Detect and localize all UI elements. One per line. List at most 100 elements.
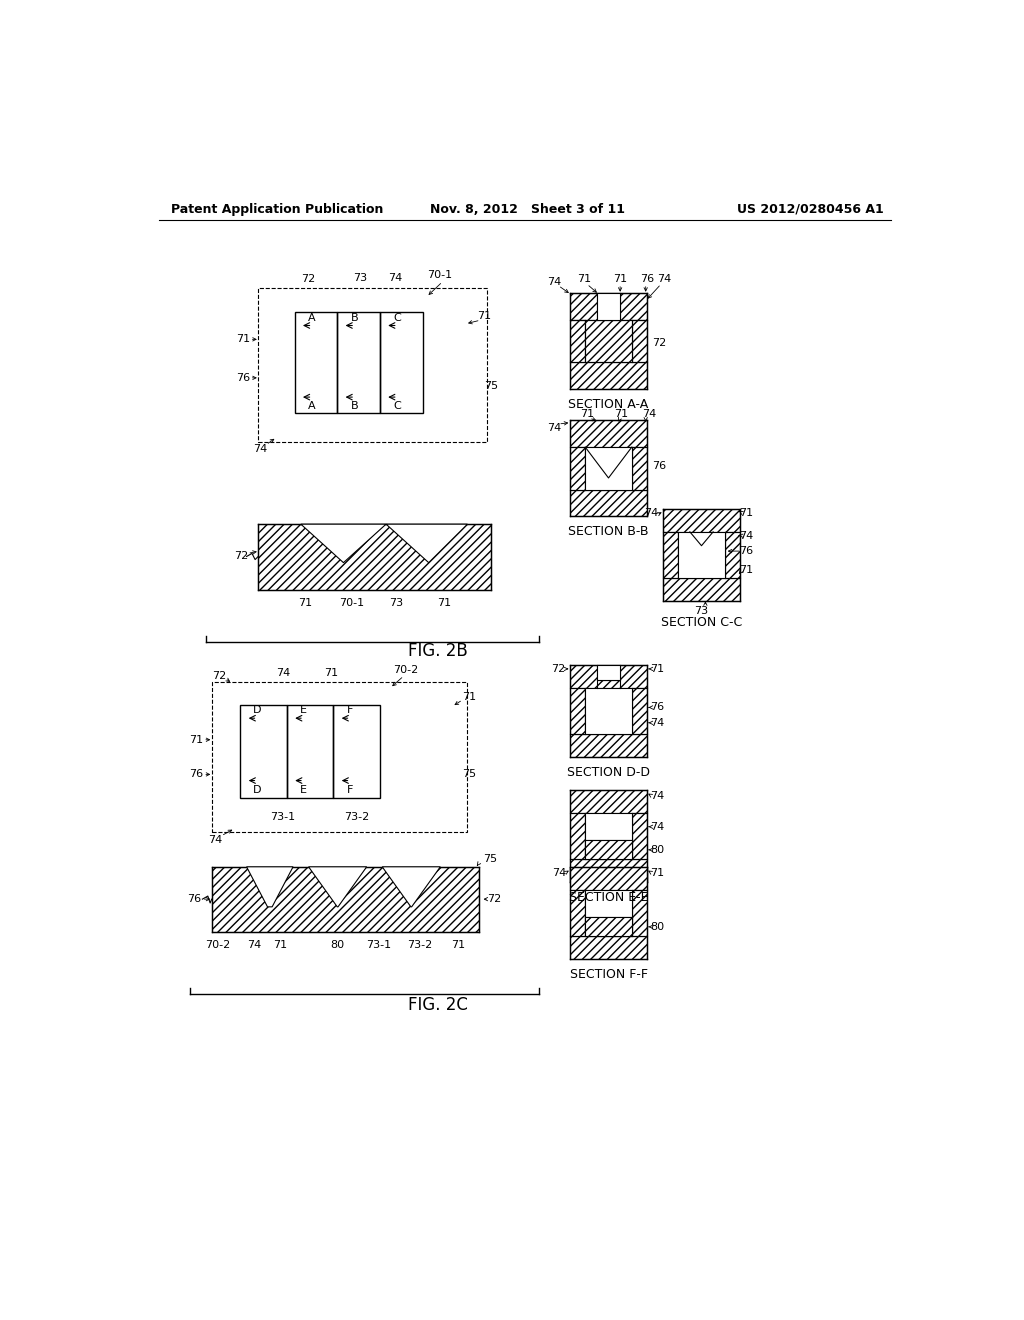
Bar [569,447,586,490]
Bar [334,705,380,797]
Text: 73: 73 [694,606,709,616]
Text: SECTION A-A: SECTION A-A [568,399,648,412]
Text: US 2012/0280456 A1: US 2012/0280456 A1 [737,203,884,215]
Text: 74: 74 [657,275,672,284]
Text: A: A [308,401,315,412]
Text: 71: 71 [739,565,754,576]
Text: 73-2: 73-2 [344,812,370,822]
Text: 73: 73 [389,598,403,607]
Text: 73-1: 73-1 [270,812,296,822]
Text: F: F [346,705,353,715]
Text: D: D [252,785,261,795]
Bar [569,890,586,936]
Text: 71: 71 [613,409,628,418]
Text: 76: 76 [236,372,250,383]
Text: 75: 75 [483,380,498,391]
Bar [337,313,380,412]
Text: F: F [346,785,353,795]
Text: 70-1: 70-1 [339,598,364,607]
Text: 71: 71 [437,598,452,607]
Polygon shape [301,524,386,562]
Bar [586,917,632,936]
Text: 70-2: 70-2 [393,665,418,676]
Text: SECTION D-D: SECTION D-D [567,767,650,779]
Bar [212,682,467,832]
Text: 73-2: 73-2 [407,940,432,950]
Polygon shape [382,867,440,907]
Text: 73-1: 73-1 [366,940,391,950]
Text: 74: 74 [642,409,656,418]
Text: 71: 71 [580,409,594,418]
Text: 74: 74 [650,718,665,727]
Text: E: E [300,705,306,715]
Bar [212,867,479,932]
Bar [632,321,647,363]
Text: 73: 73 [353,273,368,282]
Bar [295,313,337,412]
Bar [380,313,423,412]
Bar [569,420,647,447]
Text: 74: 74 [547,422,561,433]
Text: 74: 74 [275,668,290,677]
Text: Nov. 8, 2012   Sheet 3 of 11: Nov. 8, 2012 Sheet 3 of 11 [430,203,626,215]
Text: 74: 74 [208,834,222,845]
Text: SECTION F-F: SECTION F-F [569,968,647,981]
Bar [678,532,725,578]
Text: 71: 71 [452,940,465,950]
Text: 72: 72 [212,671,226,681]
Text: 74: 74 [547,277,561,286]
Text: 70-1: 70-1 [427,271,453,280]
Bar [663,532,678,578]
Bar [597,665,621,681]
Bar [632,890,647,936]
Bar [569,293,647,321]
Text: 76: 76 [187,894,202,904]
Bar [586,447,632,490]
Polygon shape [386,524,467,562]
Bar [586,688,632,734]
Text: Patent Application Publication: Patent Application Publication [171,203,383,215]
Bar [258,288,486,442]
Bar [586,321,632,363]
Text: C: C [393,401,400,412]
Text: 80: 80 [330,940,344,950]
Text: 71: 71 [477,312,492,321]
Text: 72: 72 [234,552,248,561]
Text: SECTION B-B: SECTION B-B [568,525,649,539]
Bar [632,447,647,490]
Text: 75: 75 [483,854,497,865]
Text: 75: 75 [462,770,476,779]
Text: C: C [393,313,400,323]
Text: B: B [350,401,358,412]
Bar [725,532,740,578]
Text: 71: 71 [324,668,338,677]
Bar [569,321,586,363]
Text: 71: 71 [462,693,476,702]
Bar [569,813,586,859]
Polygon shape [247,867,293,907]
Text: 72: 72 [301,275,315,284]
Text: 76: 76 [739,546,754,556]
Text: 74: 74 [247,940,261,950]
Polygon shape [308,867,367,907]
Text: D: D [252,705,261,715]
Bar [569,867,647,890]
Text: 80: 80 [650,921,665,932]
Bar [287,705,334,797]
Bar [569,490,647,516]
Bar [569,789,647,813]
Text: B: B [350,313,358,323]
Bar [586,840,632,859]
Text: 71: 71 [739,508,754,517]
Text: 72: 72 [487,894,502,904]
Bar [569,859,647,882]
Text: 70-2: 70-2 [205,940,230,950]
Bar [569,363,647,389]
Text: 71: 71 [577,275,591,284]
Text: 71: 71 [298,598,311,607]
Text: FIG. 2C: FIG. 2C [408,997,468,1014]
Bar [569,688,586,734]
Bar [597,293,621,321]
Text: 74: 74 [650,791,665,801]
Text: 74: 74 [388,273,402,282]
